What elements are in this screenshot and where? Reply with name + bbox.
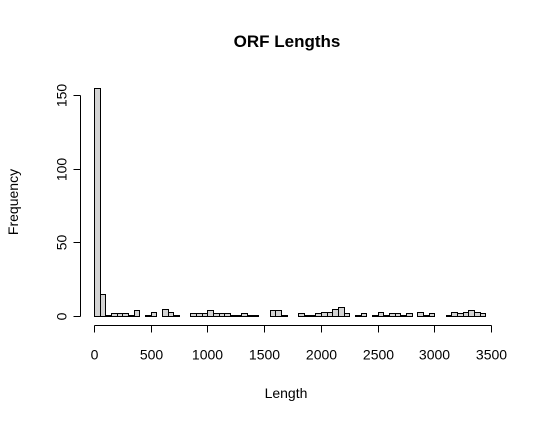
histogram-bar [315,313,322,317]
histogram-bar [270,310,276,317]
chart-title: ORF Lengths [234,32,341,51]
histogram-bar [134,310,140,317]
histogram-bar [321,312,328,317]
histogram-bar [105,315,112,317]
histogram-bar [281,315,288,317]
histogram-bar [463,312,469,317]
histogram-bar [196,313,203,317]
histogram-bar [117,313,123,317]
histogram-bar [344,313,350,317]
x-tick-label: 2500 [363,347,394,363]
x-axis-label: Length [265,385,308,401]
histogram-bar [168,312,174,317]
histogram-bar [417,312,424,317]
histogram-bar [207,310,214,317]
histogram-bar [241,313,248,317]
histogram-bar [162,309,169,317]
y-tick-label: 100 [54,158,70,182]
histogram-bar [100,294,106,317]
histogram-bar [400,315,407,317]
histogram-bar [389,313,396,317]
histogram-bar [361,313,367,317]
histogram-bar [468,310,475,317]
histogram-bar [190,313,197,317]
histogram-bar [151,312,157,317]
histogram-bar [275,310,282,317]
x-tick-label: 3000 [419,347,450,363]
x-tick-label: 1000 [192,347,223,363]
bars-group [94,88,486,317]
x-tick-label: 1500 [249,347,280,363]
histogram-bar [446,315,452,317]
histogram-bar [378,312,384,317]
histogram-bar [111,313,118,317]
histogram-bar [355,315,362,317]
histogram-bar [429,313,435,317]
histogram-bar [332,309,339,317]
histogram-bar [327,312,333,317]
x-tick-label: 500 [140,347,164,363]
histogram-bar [372,315,379,317]
histogram-bar [423,315,430,317]
histogram-bar [474,312,481,317]
y-tick-label: 50 [54,235,70,251]
histogram-bar [253,315,259,317]
x-tick-label: 0 [91,347,99,363]
y-axis-label: Frequency [5,169,21,235]
histogram-bar [406,313,413,317]
y-tick-label: 150 [54,84,70,108]
histogram-bar [236,315,242,317]
histogram-bar [395,313,401,317]
x-tick-label: 3500 [476,347,507,363]
y-tick-label: 0 [54,312,70,320]
histogram-bar [310,315,316,317]
histogram-bar [480,313,486,317]
histogram-bar [338,307,345,317]
histogram-bar [383,315,390,317]
histogram-bar [224,313,231,317]
histogram-bar [94,88,101,317]
histogram-bar [304,315,311,317]
histogram-bar [247,315,254,317]
histogram-bar [230,315,237,317]
histogram-bar [122,313,129,317]
histogram-bar [145,315,152,317]
histogram-bar [202,313,208,317]
histogram-bar [298,313,305,317]
x-axis: 0 500 1000 1500 2000 2500 3000 3500 [91,325,507,363]
histogram-bar [213,313,220,317]
histogram-bar [451,312,458,317]
histogram-bar [219,313,225,317]
x-tick-label: 2000 [306,347,337,363]
histogram-bar [128,315,135,317]
histogram-bar [457,313,464,317]
histogram-bar [173,315,180,317]
y-axis: 0 50 100 150 [54,84,81,320]
